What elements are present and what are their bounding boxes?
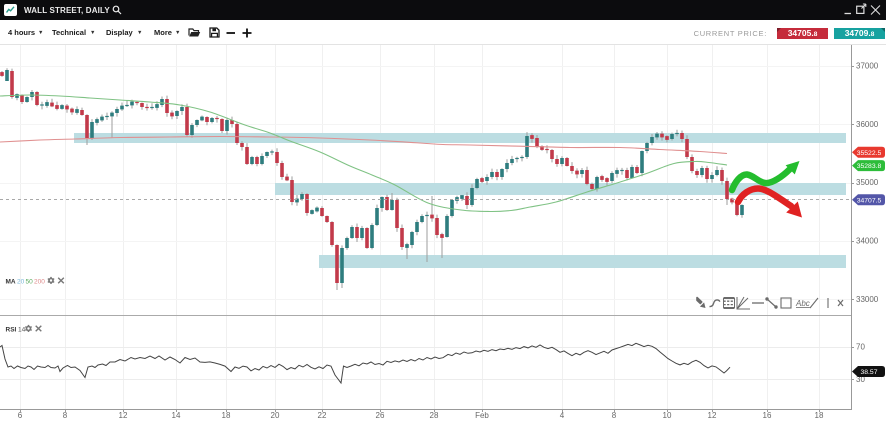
svg-text:18: 18 bbox=[815, 411, 824, 420]
svg-text:20: 20 bbox=[271, 411, 280, 420]
svg-text:28: 28 bbox=[430, 411, 439, 420]
svg-text:14: 14 bbox=[172, 411, 181, 420]
svg-text:8: 8 bbox=[612, 411, 617, 420]
svg-text:12: 12 bbox=[708, 411, 717, 420]
svg-text:33000: 33000 bbox=[856, 295, 879, 304]
svg-text:35522.5: 35522.5 bbox=[857, 150, 882, 157]
svg-text:34000: 34000 bbox=[856, 237, 879, 246]
svg-text:10: 10 bbox=[663, 411, 672, 420]
svg-text:14: 14 bbox=[18, 327, 26, 334]
svg-text:38.57: 38.57 bbox=[860, 369, 877, 376]
svg-text:12: 12 bbox=[119, 411, 128, 420]
svg-text:MA: MA bbox=[6, 279, 16, 286]
svg-text:18: 18 bbox=[222, 411, 231, 420]
svg-text:20: 20 bbox=[17, 279, 25, 286]
svg-text:26: 26 bbox=[376, 411, 385, 420]
svg-text:34707.5: 34707.5 bbox=[857, 197, 882, 204]
svg-text:36000: 36000 bbox=[856, 120, 879, 129]
svg-text:70: 70 bbox=[856, 343, 865, 352]
svg-text:6: 6 bbox=[18, 411, 23, 420]
svg-text:4: 4 bbox=[560, 411, 565, 420]
svg-text:RSI: RSI bbox=[6, 327, 17, 334]
svg-text:50: 50 bbox=[26, 279, 34, 286]
svg-text:Abc: Abc bbox=[795, 299, 810, 308]
svg-text:22: 22 bbox=[318, 411, 327, 420]
svg-text:35000: 35000 bbox=[856, 178, 879, 187]
svg-text:8: 8 bbox=[63, 411, 68, 420]
svg-text:30: 30 bbox=[856, 375, 865, 384]
svg-text:16: 16 bbox=[763, 411, 772, 420]
svg-text:37000: 37000 bbox=[856, 62, 879, 71]
svg-text:Feb: Feb bbox=[475, 411, 489, 420]
svg-text:35283.8: 35283.8 bbox=[857, 163, 882, 170]
svg-text:200: 200 bbox=[34, 279, 45, 286]
